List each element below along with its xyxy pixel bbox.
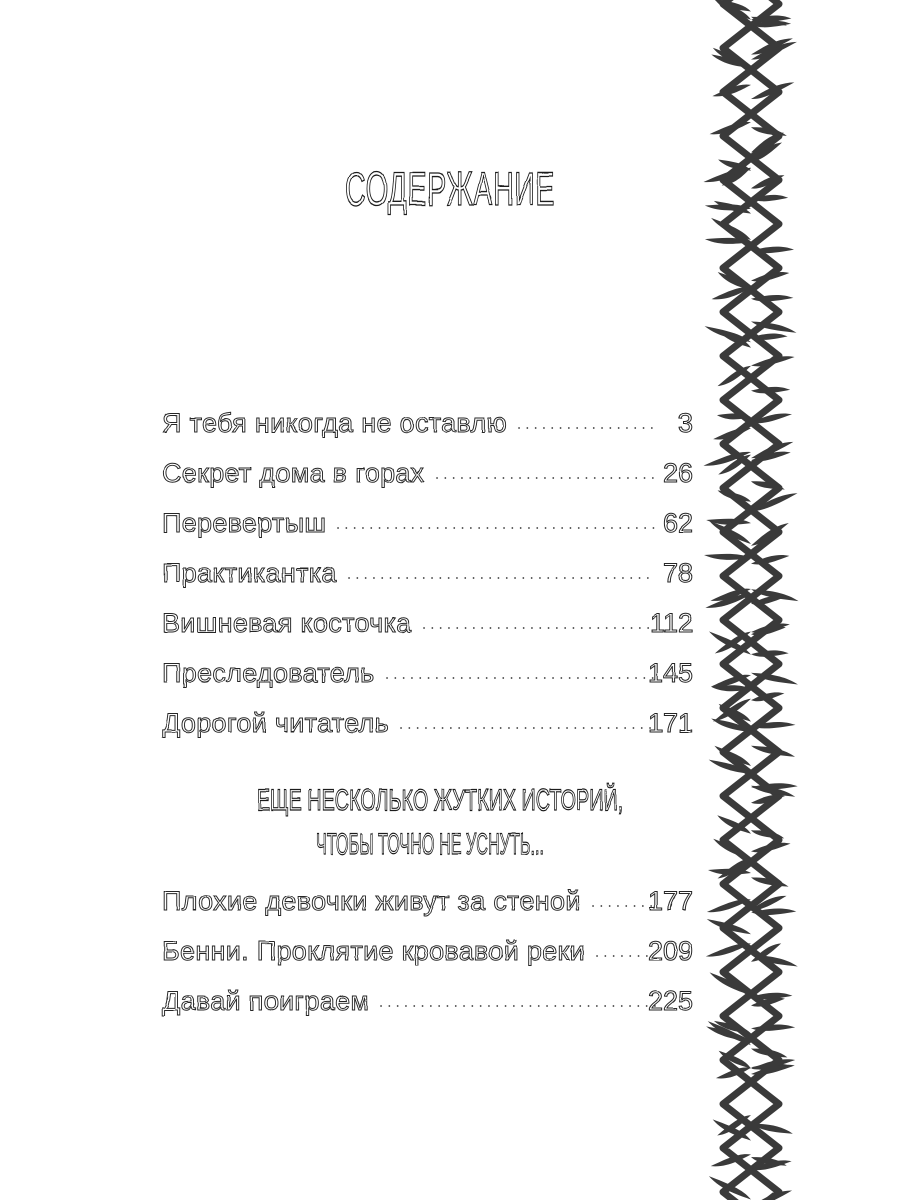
svg-text:Секрет дома в горах: Секрет дома в горах bbox=[162, 458, 425, 488]
svg-text:145: 145 bbox=[648, 658, 693, 688]
svg-text:ЧТОБЫ ТОЧНО НЕ УСНУТЬ...: ЧТОБЫ ТОЧНО НЕ УСНУТЬ... bbox=[316, 828, 544, 862]
svg-text:Преследователь: Преследователь bbox=[162, 658, 375, 688]
svg-text:112: 112 bbox=[650, 608, 693, 638]
svg-text:ЕЩЕ НЕСКОЛЬКО ЖУТКИХ ИСТОРИЙ,: ЕЩЕ НЕСКОЛЬКО ЖУТКИХ ИСТОРИЙ, bbox=[257, 782, 623, 817]
svg-text:Перевертыш: Перевертыш bbox=[162, 508, 326, 538]
svg-text:СОДЕРЖАНИЕ: СОДЕРЖАНИЕ bbox=[345, 164, 555, 216]
svg-text:Плохие девочки живут за стеной: Плохие девочки живут за стеной bbox=[162, 886, 581, 916]
svg-text:Вишневая косточка: Вишневая косточка bbox=[162, 608, 412, 638]
svg-text:Я тебя никогда не оставлю: Я тебя никогда не оставлю bbox=[162, 408, 507, 438]
svg-text:Бенни. Проклятие кровавой реки: Бенни. Проклятие кровавой реки bbox=[162, 936, 585, 966]
svg-text:26: 26 bbox=[663, 458, 693, 488]
svg-text:Практикантка: Практикантка bbox=[162, 558, 337, 588]
svg-text:209: 209 bbox=[648, 936, 693, 966]
svg-text:Дорогой читатель: Дорогой читатель bbox=[162, 708, 389, 738]
svg-text:225: 225 bbox=[648, 986, 693, 1016]
svg-text:171: 171 bbox=[648, 708, 693, 738]
svg-text:Давай поиграем: Давай поиграем bbox=[162, 986, 369, 1016]
svg-text:78: 78 bbox=[663, 558, 693, 588]
svg-text:177: 177 bbox=[648, 886, 693, 916]
svg-text:3: 3 bbox=[678, 408, 693, 438]
svg-text:62: 62 bbox=[663, 508, 693, 538]
